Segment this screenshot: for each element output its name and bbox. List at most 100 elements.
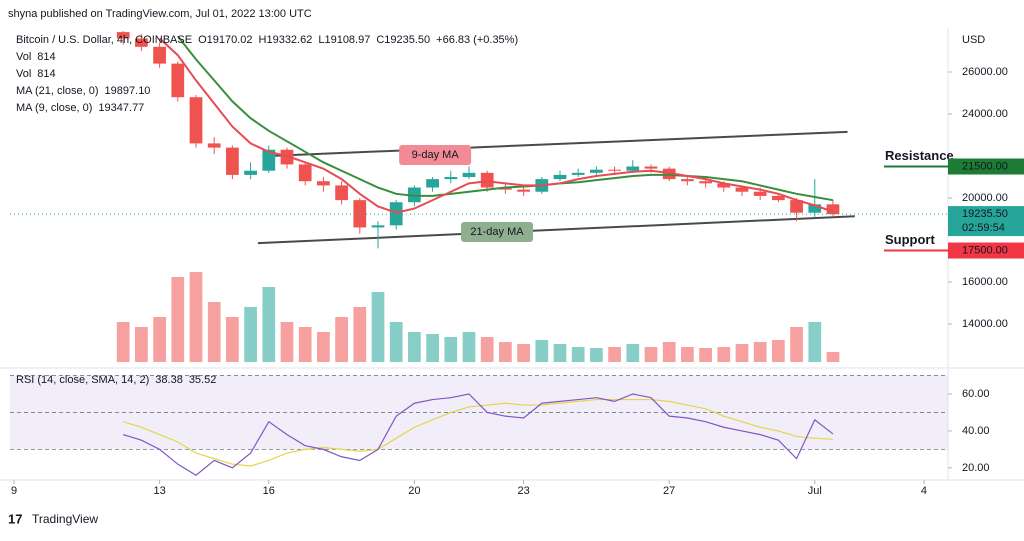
x-tick-label: Jul: [808, 485, 822, 497]
volume-bar: [244, 307, 257, 362]
countdown: 02:59:54: [962, 222, 1005, 234]
x-tick-label: 27: [663, 485, 675, 497]
legend-text: Vol: [16, 68, 31, 80]
candle-body: [626, 166, 640, 171]
trendline: [268, 130, 848, 158]
volume-bar: [571, 347, 585, 362]
legend-text: O19170.02: [198, 34, 252, 46]
x-tick-label: 23: [517, 485, 529, 497]
legend-text: MA (21, close, 0): [16, 85, 99, 97]
candle-body: [826, 204, 840, 215]
candle-body: [462, 172, 476, 178]
rsi-y-tick-label: 60.00: [962, 388, 990, 400]
rsi-line: [123, 393, 834, 476]
candle-body: [116, 32, 130, 39]
logo-mark: 17: [8, 511, 22, 526]
volume-bar: [389, 322, 403, 362]
candle-body: [444, 177, 458, 180]
legend-text: RSI (14, close, SMA, 14, 2): [16, 374, 149, 386]
candle-body: [353, 200, 367, 228]
level-name: Support: [885, 232, 935, 247]
volume-bar: [262, 287, 276, 362]
volume-bar: [735, 344, 749, 362]
candle-body: [681, 179, 694, 182]
currency: USD: [962, 34, 985, 46]
volume-bar: [444, 337, 458, 362]
level-label: 17500.00: [962, 244, 1008, 256]
candle-body: [753, 191, 767, 196]
volume-bar: [644, 347, 658, 362]
candle-body: [335, 185, 348, 201]
volume-bar: [335, 317, 348, 362]
volume-bar: [371, 292, 385, 362]
legend-text: H19332.62: [259, 34, 313, 46]
volume-bar: [298, 327, 312, 362]
candle-body: [480, 172, 494, 188]
y-tick-label: 26000.00: [962, 66, 1008, 78]
legend-text: C19235.50: [376, 34, 430, 46]
volume-bar: [408, 332, 421, 362]
volume-bar: [426, 334, 439, 362]
rsi-y-tick-label: 20.00: [962, 462, 990, 474]
volume-bar: [808, 322, 822, 362]
candle-body: [426, 179, 439, 188]
volume-bar: [826, 352, 840, 362]
volume-bar: [116, 322, 130, 362]
candle-body: [171, 63, 185, 98]
legend-text: Bitcoin / U.S. Dollar, 4h, COINBASE: [16, 34, 192, 46]
candle-body: [408, 187, 421, 203]
author-line: shyna published on TradingView.com, Jul …: [8, 8, 312, 20]
candle-body: [262, 149, 276, 171]
volume-bar: [517, 344, 530, 362]
candle-body: [371, 225, 385, 228]
level-badge: [948, 158, 1024, 175]
legend-text: +66.83 (+0.35%): [436, 34, 518, 46]
legend-text: 38.38: [155, 374, 183, 386]
volume-bar: [153, 317, 166, 362]
candle-body: [590, 169, 603, 173]
volume-bar: [226, 317, 239, 362]
y-tick-label: 14000.00: [962, 318, 1008, 330]
volume-bar: [353, 307, 367, 362]
candle-body: [717, 183, 731, 188]
x-tick-label: 9: [11, 485, 17, 497]
legend-text: 19347.77: [98, 102, 144, 114]
candle-body: [644, 166, 658, 169]
candle-body: [662, 168, 676, 180]
volume-bar: [499, 342, 512, 362]
candle-body: [389, 202, 403, 226]
volume-bar: [772, 340, 785, 362]
volume-bar: [535, 340, 549, 362]
volume-bar: [717, 347, 731, 362]
callout-box: [461, 222, 534, 243]
volume-bar: [626, 344, 640, 362]
legend-text: 19897.10: [105, 85, 151, 97]
brand: TradingView: [32, 512, 98, 526]
candle-body: [699, 181, 712, 184]
candle-body: [808, 204, 822, 213]
volume-bar: [280, 322, 294, 362]
legend-text: Vol: [16, 51, 31, 63]
candle-body: [244, 170, 257, 175]
candle-body: [317, 181, 330, 186]
volume-bar: [553, 344, 567, 362]
candle-body: [772, 195, 785, 201]
candle-body: [499, 187, 512, 190]
volume-bar: [317, 332, 330, 362]
level-name: Resistance: [885, 148, 954, 163]
volume-bar: [753, 342, 767, 362]
callout-box: [399, 144, 472, 165]
volume-bar: [681, 347, 694, 362]
legend-text: 35.52: [189, 374, 217, 386]
volume-bar: [480, 337, 494, 362]
moving-average-line: [177, 35, 834, 202]
candle-body: [571, 172, 585, 175]
candle-body: [517, 189, 530, 192]
candle-body: [553, 174, 567, 180]
legend-text: L19108.97: [318, 34, 370, 46]
volume-bar: [462, 332, 476, 362]
volume-bar: [699, 348, 712, 362]
y-tick-label: 20000.00: [962, 192, 1008, 204]
callout-text: 21-day MA: [470, 226, 524, 238]
